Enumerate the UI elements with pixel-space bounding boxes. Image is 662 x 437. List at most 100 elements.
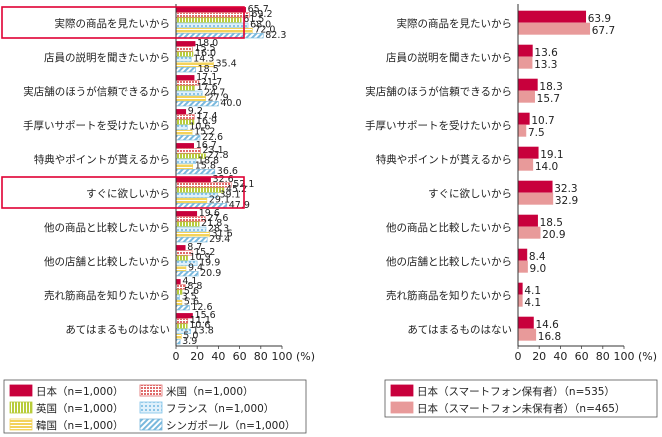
bar-smartphone xyxy=(517,282,523,295)
data-label-japan: 32.6 xyxy=(213,174,234,185)
data-label-no_smartphone: 67.7 xyxy=(592,25,615,37)
category-label: 特典やポイントが貰えるから xyxy=(34,153,170,166)
bar-uk xyxy=(175,85,195,91)
bar-korea xyxy=(175,231,210,238)
category-label: 実際の商品を見たいから xyxy=(55,17,171,30)
bar-japan xyxy=(175,211,198,217)
category-label: 売れ筋商品を知りたいから xyxy=(386,289,512,302)
bar-no_smartphone xyxy=(517,158,534,171)
data-label-korea: 35.4 xyxy=(216,59,237,70)
category-label: 他の店舗と比較したいから xyxy=(44,255,170,268)
category-label: すぐに欲しいから xyxy=(86,187,170,200)
data-label-smartphone: 10.7 xyxy=(531,115,554,127)
data-label-no_smartphone: 32.9 xyxy=(555,195,578,207)
data-label-singapore: 3.9 xyxy=(182,336,197,347)
bar-france xyxy=(175,22,249,28)
bar-us xyxy=(175,182,232,188)
bar-singapore xyxy=(175,305,190,311)
data-label-smartphone: 18.5 xyxy=(540,217,563,229)
bar-japan xyxy=(175,279,181,285)
bar-smartphone xyxy=(517,214,538,227)
data-label-japan: 9.2 xyxy=(188,106,203,117)
bar-us xyxy=(175,80,200,86)
highlight-box xyxy=(1,6,245,39)
bar-japan xyxy=(175,245,186,251)
legend-swatch-smartphone xyxy=(390,384,414,397)
highlight-box xyxy=(1,176,245,209)
data-label-smartphone: 8.4 xyxy=(529,251,546,263)
bar-japan xyxy=(175,177,211,183)
x-tick-label: 60 xyxy=(575,350,589,363)
data-label-singapore: 82.3 xyxy=(265,30,286,41)
bar-singapore xyxy=(175,169,216,175)
data-label-us: 8.8 xyxy=(187,281,202,292)
data-label-korea: 5.6 xyxy=(184,297,199,308)
data-label-singapore: 47.9 xyxy=(229,200,250,211)
x-tick-label: 100 xyxy=(272,350,293,363)
category-label: 店員の説明を聞きたいから xyxy=(44,51,170,64)
data-label-korea: 9.4 xyxy=(188,263,203,274)
data-label-uk: 10.9 xyxy=(190,252,211,263)
data-label-korea: 31.6 xyxy=(211,229,232,240)
category-label: 手厚いサポートを受けたいから xyxy=(365,119,512,132)
data-label-japan: 18.0 xyxy=(197,38,218,49)
data-label-singapore: 29.4 xyxy=(209,234,230,245)
bar-smartphone xyxy=(517,112,530,125)
data-label-singapore: 36.6 xyxy=(217,166,238,177)
bar-france xyxy=(175,124,188,130)
bar-korea xyxy=(175,129,193,136)
bar-france xyxy=(175,158,197,164)
data-label-france: 19.9 xyxy=(199,257,220,268)
legend-swatch-no_smartphone xyxy=(390,401,414,414)
legend-swatch-uk xyxy=(9,401,33,414)
legend-swatch-korea xyxy=(9,418,33,431)
data-label-france: 14.3 xyxy=(193,53,214,64)
x-tick-label: 40 xyxy=(553,350,567,363)
bar-no_smartphone xyxy=(517,192,554,205)
legend-swatch-singapore xyxy=(139,418,163,431)
legend-swatch-france xyxy=(139,401,163,414)
category-label: あてはまるものはない xyxy=(407,324,512,336)
bar-korea xyxy=(175,333,182,340)
bar-france xyxy=(175,90,203,96)
data-label-korea: 15.8 xyxy=(195,161,216,172)
x-tick-label: 20 xyxy=(190,350,204,363)
data-label-japan: 16.7 xyxy=(196,140,217,151)
data-label-us: 21.7 xyxy=(201,77,222,88)
bar-uk xyxy=(175,323,188,329)
category-label: 他の商品と比較したいから xyxy=(44,221,170,234)
bar-no_smartphone xyxy=(517,90,535,103)
bar-korea xyxy=(175,299,183,306)
data-label-uk: 17.6 xyxy=(197,82,218,93)
data-label-japan: 17.1 xyxy=(196,72,217,83)
category-label: 実店舗のほうが信頼できるから xyxy=(23,85,170,98)
x-tick-label: 80 xyxy=(254,350,268,363)
data-label-smartphone: 32.3 xyxy=(554,183,577,195)
bar-no_smartphone xyxy=(517,328,537,341)
data-label-france: 39.1 xyxy=(219,189,240,200)
bar-no_smartphone xyxy=(517,226,541,239)
legend-swatch-japan xyxy=(9,384,33,397)
category-label: 特典やポイントが貰えるから xyxy=(376,153,512,166)
category-label: 実店舗のほうが信頼できるから xyxy=(365,85,512,98)
data-label-singapore: 18.5 xyxy=(198,64,219,75)
bar-japan xyxy=(175,75,195,81)
x-tick-label: 0 xyxy=(515,350,522,363)
data-label-smartphone: 19.1 xyxy=(540,149,563,161)
data-label-no_smartphone: 20.9 xyxy=(542,229,565,241)
bar-no_smartphone xyxy=(517,260,528,273)
data-label-uk: 21.8 xyxy=(201,218,222,229)
bar-us xyxy=(175,12,250,18)
bar-us xyxy=(175,46,193,52)
bar-france xyxy=(175,56,192,62)
data-label-france: 24.7 xyxy=(204,87,225,98)
data-label-no_smartphone: 16.8 xyxy=(538,331,561,343)
bar-japan xyxy=(175,143,195,149)
x-tick-label: 40 xyxy=(211,350,225,363)
data-label-france: 13.8 xyxy=(193,325,214,336)
data-label-smartphone: 63.9 xyxy=(588,13,611,25)
data-label-france: 10.6 xyxy=(189,121,210,132)
bar-korea xyxy=(175,163,194,170)
